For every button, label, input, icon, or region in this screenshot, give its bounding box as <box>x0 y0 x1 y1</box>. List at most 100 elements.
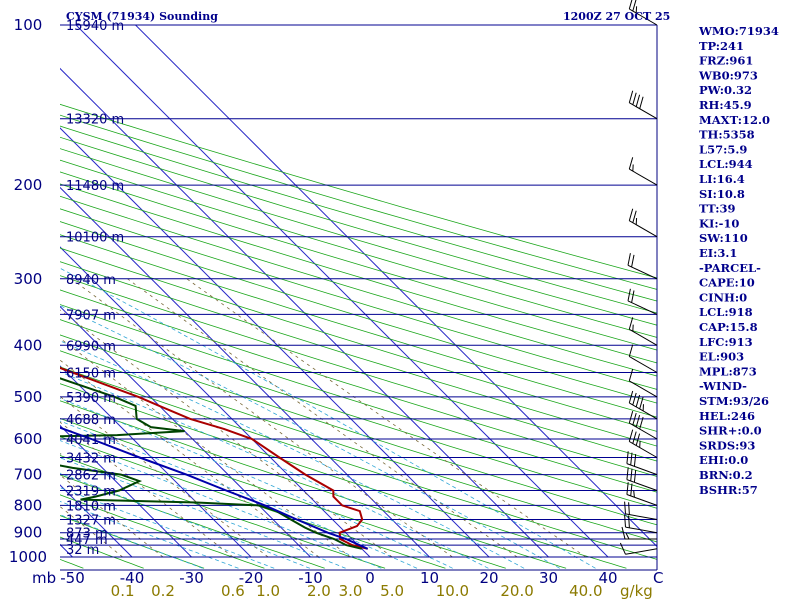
wind-barb <box>624 514 658 534</box>
wind-barb-flag <box>626 482 629 495</box>
pressure-tick-label: 1000 <box>9 548 47 566</box>
index-value: MAXT:12.0 <box>699 113 770 127</box>
wind-barb-staff <box>627 264 658 280</box>
temperature-tick-label: -10 <box>298 569 323 587</box>
wind-barb <box>619 542 658 555</box>
height-label: 32 m <box>66 543 99 558</box>
temperature-trace <box>60 366 368 550</box>
pressure-tick-label: 200 <box>14 176 43 194</box>
temperature-tick-label: -30 <box>179 569 204 587</box>
dry-adiabat-line <box>60 474 325 569</box>
pressure-tick-label: 800 <box>14 496 43 514</box>
wind-barb-staff <box>629 8 658 26</box>
wind-barb-staff <box>629 380 658 398</box>
index-value: L57:5.9 <box>699 142 747 156</box>
isotherm-line <box>60 424 192 558</box>
index-value: EL:903 <box>699 350 744 364</box>
dry-adiabat-line <box>60 289 657 477</box>
moist-adiabat-line <box>60 305 560 569</box>
index-value: MPL:873 <box>699 364 757 378</box>
wind-barb <box>628 390 658 420</box>
wind-barb-pennant <box>627 288 631 301</box>
index-value: CAPE:10 <box>699 276 755 290</box>
height-label: 6990 m <box>66 339 116 354</box>
index-value: STM:93/26 <box>699 394 769 408</box>
wind-barb-flag <box>635 394 641 408</box>
moist-adiabat-line <box>60 514 203 569</box>
dry-adiabat-line <box>60 261 657 447</box>
wind-barb-pennant <box>628 344 634 357</box>
index-value: CAP:15.8 <box>699 320 758 334</box>
chart-title: CYSM (71934) Sounding <box>66 10 218 23</box>
temperature-tick-label: -40 <box>120 569 145 587</box>
dry-adiabat-line <box>60 494 265 569</box>
wind-barb-flag <box>628 90 634 103</box>
dry-adiabat-line <box>60 319 657 509</box>
wind-barb-flag <box>632 392 637 406</box>
isotherm-line <box>60 127 490 558</box>
pressure-tick-label: 900 <box>14 524 43 542</box>
dry-adiabat-line <box>60 350 657 543</box>
wind-barb-staff <box>629 168 658 186</box>
mixing-ratio-label: 0.6 <box>221 582 245 600</box>
pressure-tick-label: 700 <box>14 466 43 484</box>
wind-barb-flag <box>632 210 637 223</box>
wind-barb-flag <box>621 526 626 540</box>
wind-barb-flag <box>631 254 635 268</box>
wind-barb-flag <box>631 290 635 303</box>
height-label: 4688 m <box>66 413 116 428</box>
wind-barb-flag <box>628 0 633 10</box>
pressure-tick-label: 300 <box>14 270 43 288</box>
wind-barb-flag <box>635 94 641 107</box>
wind-barb-flag <box>630 483 633 496</box>
wind-barb <box>627 288 658 315</box>
dry-adiabat-line <box>60 334 657 526</box>
dry-adiabat-line <box>0 25 23 568</box>
wind-barb <box>628 90 658 120</box>
wind-barb-staff <box>629 328 658 346</box>
wind-barb-flag <box>628 410 634 424</box>
wind-barb-staff <box>626 494 658 506</box>
wind-barb-pennant <box>628 157 634 170</box>
dry-adiabat-line <box>60 159 657 338</box>
index-value: SRDS:93 <box>699 438 755 452</box>
wind-barb <box>628 157 658 186</box>
mixing-ratio-line <box>60 337 351 558</box>
wind-barb-flag <box>635 414 641 428</box>
mixing-ratio-label: 2.0 <box>307 582 331 600</box>
index-value: -WIND- <box>699 379 747 393</box>
wind-barb-flag <box>633 469 637 483</box>
temperature-tick-label: 30 <box>539 569 558 587</box>
wind-barb-flag <box>639 96 644 109</box>
dry-adiabat-line <box>60 418 506 569</box>
wind-barb-flag <box>630 468 633 482</box>
pressure-tick-label: 400 <box>14 336 43 354</box>
wind-barb-flag <box>630 452 633 466</box>
temperature-tick-label: -20 <box>239 569 264 587</box>
isotherm-line <box>60 305 311 558</box>
index-value: PW:0.32 <box>699 83 752 97</box>
index-value: BSHR:57 <box>699 483 758 497</box>
height-label: 2319 m <box>66 485 116 500</box>
wind-barb-pennant <box>628 317 634 330</box>
height-label: 5390 m <box>66 391 116 406</box>
dry-adiabat-line <box>60 383 627 569</box>
index-value: LI:16.4 <box>699 172 745 186</box>
wind-barbs <box>619 0 658 555</box>
wind-barb-flag <box>635 433 641 446</box>
index-value: SI:10.8 <box>699 187 745 201</box>
parcel-trace <box>60 426 369 550</box>
isotherm-line <box>60 365 252 558</box>
mixing-ratio-label: 5.0 <box>380 582 404 600</box>
index-value: TP:241 <box>699 39 744 53</box>
dry-adiabat-line <box>60 171 657 351</box>
wind-barb-flag <box>633 454 637 467</box>
dry-adiabat-line <box>60 195 657 377</box>
height-label: 7907 m <box>66 308 116 323</box>
wind-barb <box>628 368 658 398</box>
index-value: TT:39 <box>699 202 736 216</box>
index-value: SHR+:0.0 <box>699 424 762 438</box>
index-value: WB0:973 <box>698 68 758 82</box>
wind-barb-flag <box>624 514 626 528</box>
moist-adiabat-line <box>60 457 346 569</box>
